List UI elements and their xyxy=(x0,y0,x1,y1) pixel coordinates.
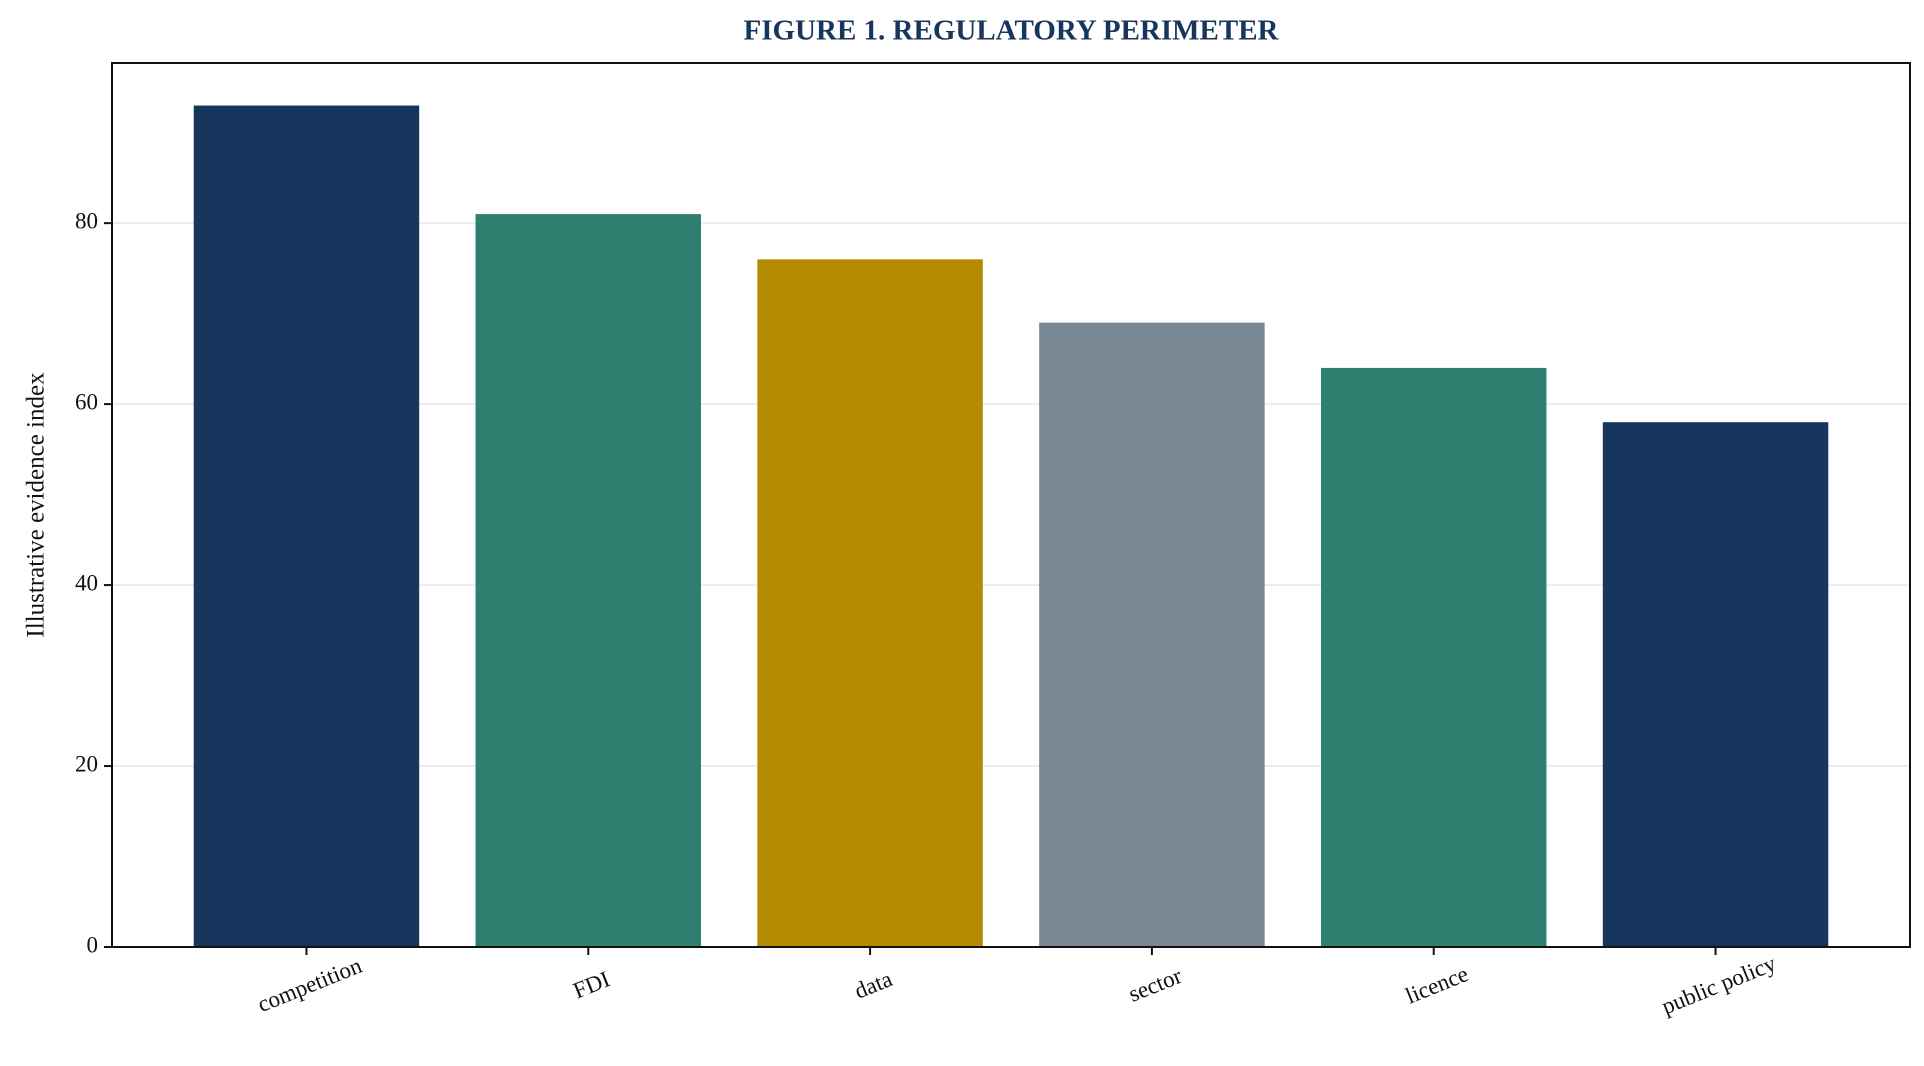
bar xyxy=(757,259,983,948)
bar xyxy=(475,214,701,947)
x-tick-label: FDI xyxy=(570,966,614,1003)
y-tick-label: 0 xyxy=(87,932,99,957)
plot-frame xyxy=(111,62,1911,948)
x-tick-label: sector xyxy=(1125,963,1186,1007)
x-tick-label: public policy xyxy=(1658,950,1780,1019)
bar xyxy=(1321,367,1547,948)
x-tick-label: competition xyxy=(254,953,366,1018)
y-tick-label: 60 xyxy=(75,389,98,414)
bar xyxy=(1039,322,1265,947)
bar xyxy=(1602,422,1829,947)
bar xyxy=(193,105,420,947)
chart-title: FIGURE 1. REGULATORY PERIMETER xyxy=(744,15,1280,47)
x-tick-label: data xyxy=(851,966,896,1004)
x-tick-label: licence xyxy=(1402,961,1472,1009)
y-tick-label: 20 xyxy=(75,751,98,776)
y-tick-label: 80 xyxy=(75,208,98,233)
y-tick-label: 40 xyxy=(75,570,98,595)
y-axis-label: Illustrative evidence index xyxy=(23,372,50,638)
